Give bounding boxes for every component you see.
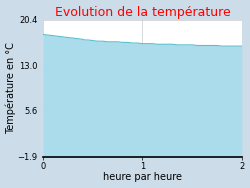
X-axis label: heure par heure: heure par heure xyxy=(103,172,182,182)
Title: Evolution de la température: Evolution de la température xyxy=(54,6,230,19)
Y-axis label: Température en °C: Température en °C xyxy=(6,42,16,134)
